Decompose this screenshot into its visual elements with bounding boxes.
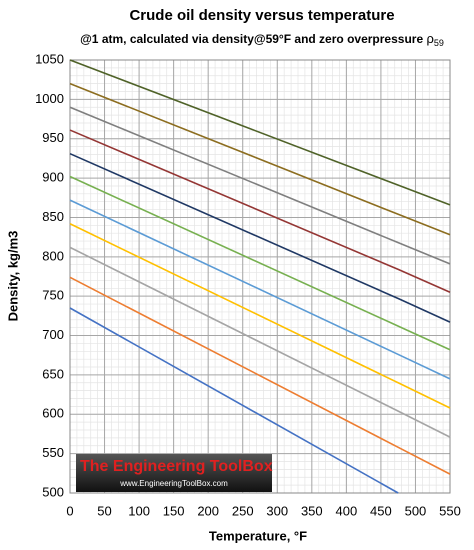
y-tick-label: 650 (42, 366, 64, 381)
y-tick-label: 950 (42, 130, 64, 145)
x-tick-label: 500 (405, 503, 427, 518)
series-line (69, 129, 451, 293)
watermark: The Engineering ToolBox www.EngineeringT… (76, 454, 273, 492)
grid (69, 59, 451, 494)
y-tick-label: 700 (42, 327, 64, 342)
x-tick-label: 450 (370, 503, 392, 518)
y-tick-label: 500 (42, 484, 64, 499)
y-axis-title: Density, kg/m3 (5, 231, 20, 322)
x-tick-label: 100 (128, 503, 150, 518)
y-tick-label: 900 (42, 170, 64, 185)
subtitle-subscript: 59 (434, 38, 444, 48)
plot-border (69, 59, 451, 494)
watermark-url: www.EngineeringToolBox.com (119, 479, 228, 488)
x-tick-label: 200 (197, 503, 219, 518)
y-tick-label: 800 (42, 248, 64, 263)
y-tick-label: 850 (42, 209, 64, 224)
x-tick-label: 150 (163, 503, 185, 518)
y-tick-label: 1000 (35, 91, 64, 106)
series-line (69, 175, 451, 351)
x-tick-label: 400 (336, 503, 358, 518)
lines (69, 59, 451, 494)
series-line (69, 59, 451, 206)
watermark-title: The Engineering ToolBox (80, 458, 273, 475)
y-tick-label: 750 (42, 288, 64, 303)
x-tick-label: 0 (66, 503, 73, 518)
y-tick-label: 600 (42, 406, 64, 421)
series-line (69, 199, 451, 380)
x-tick-label: 50 (97, 503, 111, 518)
series-line (69, 223, 451, 409)
x-tick-label: 300 (266, 503, 288, 518)
series-line (69, 246, 451, 438)
x-tick-label: 250 (232, 503, 254, 518)
x-tick-label: 550 (439, 503, 461, 518)
series-line (69, 106, 451, 265)
x-tick-label: 350 (301, 503, 323, 518)
subtitle-symbol: ρ (426, 31, 433, 46)
x-axis-title: Temperature, °F (209, 528, 307, 543)
y-tick-label: 1050 (35, 51, 64, 66)
watermark-box (76, 454, 272, 492)
chart-subtitle: @1 atm, calculated via density@59°F and … (80, 31, 444, 48)
series-line (69, 82, 451, 236)
series-line (69, 152, 451, 323)
subtitle-text: @1 atm, calculated via density@59°F and … (80, 32, 423, 46)
series-line (69, 276, 451, 475)
series-line (69, 307, 399, 494)
y-tick-label: 550 (42, 445, 64, 460)
chart-title: Crude oil density versus temperature (129, 7, 394, 24)
